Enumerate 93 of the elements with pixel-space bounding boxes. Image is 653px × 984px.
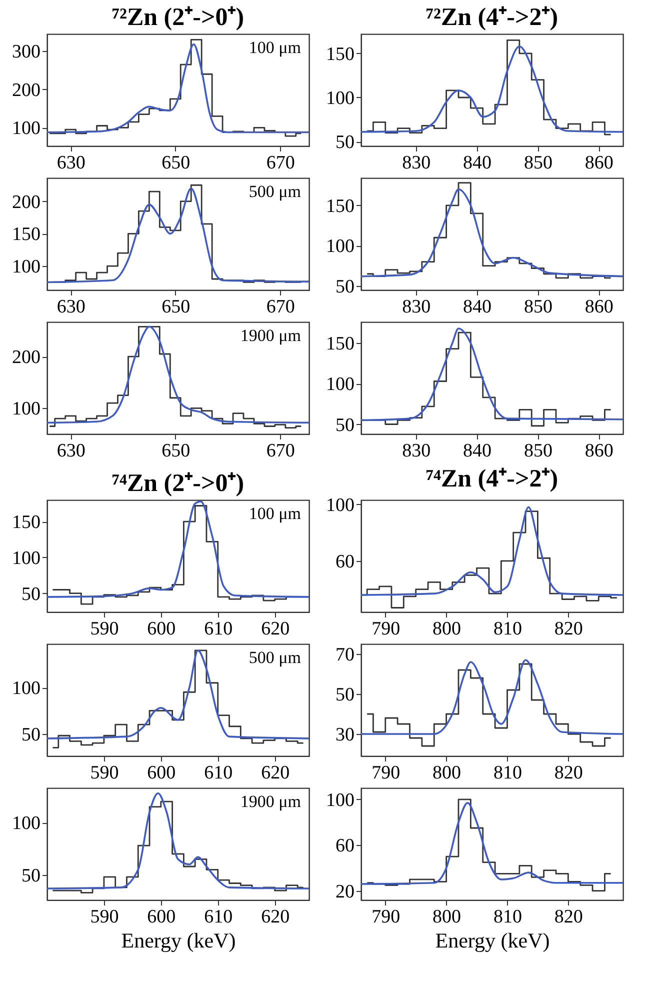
y-tick-label: 20 (336, 881, 354, 902)
x-axis-title: Energy (keV) (435, 928, 550, 952)
line-series (361, 506, 623, 596)
chart-title: ⁷²Zn (2⁺->0⁺) (112, 4, 244, 31)
x-tick-label: 820 (554, 906, 583, 928)
x-tick-label: 800 (432, 762, 462, 784)
y-tick-label: 50 (22, 724, 40, 746)
y-tick-label: 150 (326, 334, 354, 355)
y-tick-label: 50 (336, 276, 354, 298)
y-tick-label: 100 (12, 813, 40, 834)
y-tick-label: 100 (326, 88, 354, 109)
x-tick-label: 830 (402, 152, 431, 174)
y-tick-label: 50 (22, 584, 40, 605)
y-tick-label: 150 (12, 512, 40, 534)
x-tick-label: 650 (162, 440, 190, 462)
annotation: 100 μm (248, 504, 301, 523)
x-tick-label: 850 (524, 296, 552, 318)
y-tick-label: 70 (336, 644, 354, 666)
x-tick-label: 610 (204, 618, 233, 640)
x-tick-label: 630 (56, 152, 86, 174)
x-tick-label: 800 (432, 906, 462, 928)
line-series (47, 792, 309, 890)
x-tick-label: 860 (584, 296, 614, 318)
y-tick-label: 60 (336, 836, 354, 857)
y-tick-label: 150 (326, 196, 354, 217)
x-tick-label: 620 (261, 906, 290, 928)
x-tick-label: 850 (524, 152, 552, 174)
x-tick-label: 830 (402, 296, 431, 318)
x-axis-title: Energy (keV) (121, 928, 236, 952)
x-tick-label: 630 (56, 440, 86, 462)
y-tick-label: 300 (12, 42, 40, 63)
annotation: 500 μm (248, 648, 301, 667)
x-tick-label: 820 (554, 762, 583, 784)
x-tick-label: 600 (147, 618, 176, 640)
x-tick-label: 650 (162, 152, 190, 174)
y-tick-label: 100 (12, 398, 40, 420)
y-tick-label: 100 (326, 236, 354, 258)
x-tick-label: 790 (372, 906, 400, 928)
y-tick-label: 50 (336, 414, 354, 436)
x-tick-label: 600 (147, 906, 176, 928)
x-tick-label: 790 (372, 762, 400, 784)
x-tick-label: 590 (90, 762, 119, 784)
x-tick-label: 620 (261, 618, 290, 640)
x-tick-label: 840 (463, 440, 492, 462)
x-tick-label: 810 (493, 618, 522, 640)
y-tick-label: 100 (12, 256, 40, 278)
annotation: 1900 μm (240, 326, 301, 345)
x-tick-label: 610 (204, 762, 233, 784)
x-tick-label: 830 (402, 440, 431, 462)
x-tick-label: 670 (266, 296, 295, 318)
x-tick-label: 860 (584, 152, 614, 174)
annotation: 1900 μm (240, 792, 301, 811)
x-tick-label: 670 (266, 440, 295, 462)
x-tick-label: 590 (90, 618, 119, 640)
y-tick-label: 150 (326, 44, 354, 65)
y-tick-label: 200 (12, 347, 40, 368)
y-tick-label: 50 (336, 132, 354, 154)
y-tick-label: 50 (336, 684, 354, 706)
chart-title: ⁷⁴Zn (4⁺->2⁺) (426, 465, 558, 492)
y-tick-label: 100 (326, 374, 354, 396)
annotation: 100 μm (248, 38, 301, 57)
y-tick-label: 60 (336, 551, 354, 572)
chart-title: ⁷²Zn (4⁺->2⁺) (426, 4, 558, 31)
x-tick-label: 820 (554, 618, 583, 640)
line-series (361, 659, 623, 735)
y-tick-label: 30 (336, 724, 354, 746)
x-tick-label: 620 (261, 762, 290, 784)
x-tick-label: 650 (162, 296, 190, 318)
x-tick-label: 800 (432, 618, 462, 640)
y-tick-label: 100 (326, 790, 354, 811)
x-tick-label: 810 (493, 762, 522, 784)
chart-title: ⁷⁴Zn (2⁺->0⁺) (112, 470, 244, 497)
y-tick-label: 200 (12, 80, 40, 101)
x-tick-label: 670 (266, 152, 295, 174)
x-tick-label: 810 (493, 906, 522, 928)
x-tick-label: 790 (372, 618, 400, 640)
x-tick-label: 610 (204, 906, 233, 928)
x-tick-label: 600 (147, 762, 176, 784)
x-tick-label: 630 (56, 296, 86, 318)
y-tick-label: 100 (326, 494, 354, 516)
y-tick-label: 100 (12, 548, 40, 569)
y-tick-label: 150 (12, 224, 40, 246)
y-tick-label: 100 (12, 678, 40, 700)
x-tick-label: 850 (524, 440, 552, 462)
y-tick-label: 100 (12, 118, 40, 140)
annotation: 500 μm (248, 182, 301, 201)
x-tick-label: 860 (584, 440, 614, 462)
y-tick-label: 50 (22, 865, 40, 886)
x-tick-label: 840 (463, 296, 492, 318)
line-series (361, 802, 623, 885)
y-tick-label: 200 (12, 192, 40, 213)
x-tick-label: 590 (90, 906, 119, 928)
x-tick-label: 840 (463, 152, 492, 174)
